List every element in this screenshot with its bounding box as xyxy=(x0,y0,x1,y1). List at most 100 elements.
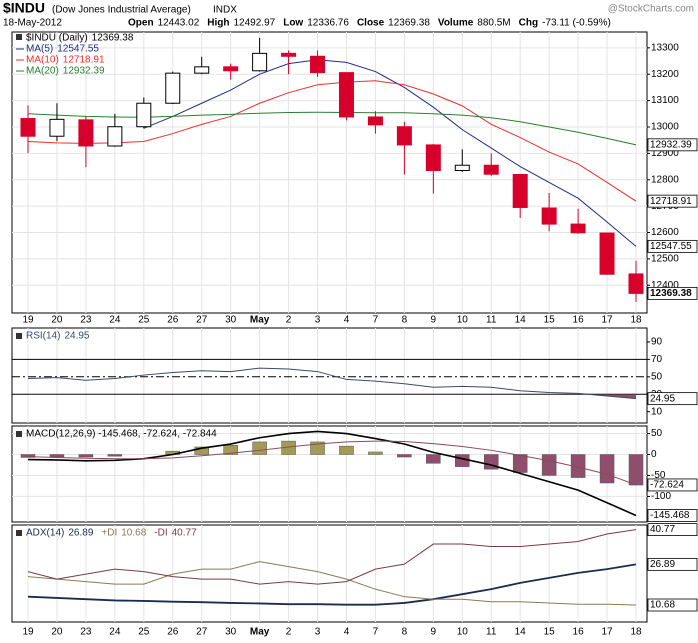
x-tick-label: 19 xyxy=(22,315,34,326)
x-tick-label: 26 xyxy=(167,315,179,326)
x-tick-label: 3 xyxy=(315,315,321,326)
x-tick-label: 9 xyxy=(431,315,437,326)
y-tick-label: 90 xyxy=(651,337,663,348)
value-tag: 26.89 xyxy=(650,559,675,570)
value-tag-box xyxy=(647,194,698,208)
value-tag-box xyxy=(647,478,698,492)
stat-label: Close xyxy=(357,18,385,29)
y-tick-label: -100 xyxy=(651,491,671,502)
histogram-bar xyxy=(397,454,412,458)
panel-frame xyxy=(11,425,648,523)
line xyxy=(27,563,637,606)
value-tag-box xyxy=(647,138,698,152)
histogram-bar xyxy=(194,446,209,455)
panel-frame xyxy=(11,524,648,623)
candle-body xyxy=(78,119,94,147)
legend-name: MA(20) xyxy=(26,66,59,77)
value-tag-box xyxy=(647,509,698,522)
stat-label: Volume xyxy=(438,18,474,29)
x-tick-label: 26 xyxy=(167,627,179,638)
candle-body xyxy=(396,126,412,146)
x-tick-label: 24 xyxy=(109,315,121,326)
histogram-bar xyxy=(455,454,470,467)
legend-value: 10.68 xyxy=(121,528,146,539)
stat-value: 12369.38 xyxy=(388,18,430,29)
panel-frame xyxy=(11,327,648,424)
histogram-bar xyxy=(628,454,644,486)
stat-value: 880.5M xyxy=(477,18,510,29)
stat-value: 12443.02 xyxy=(158,18,200,29)
x-tick-label: 3 xyxy=(315,627,321,638)
legend-name: MA(5) xyxy=(26,44,53,55)
line xyxy=(27,529,637,585)
histogram-bar xyxy=(541,454,557,476)
x-tick-label: 30 xyxy=(225,315,237,326)
y-tick-label: -50 xyxy=(651,470,666,481)
x-tick-label: 23 xyxy=(80,315,92,326)
value-tag: 12932.39 xyxy=(650,139,692,150)
x-tick-label: 18 xyxy=(630,627,642,638)
legend-title: $INDU (Daily) xyxy=(26,33,88,44)
x-tick-label: 16 xyxy=(573,315,585,326)
x-tick-label: 30 xyxy=(225,627,237,638)
legend-icon xyxy=(16,530,22,536)
candle-body xyxy=(512,173,528,208)
candle-body xyxy=(136,102,152,128)
candle-body xyxy=(310,55,326,74)
legend-value: 12932.39 xyxy=(63,66,105,77)
x-tick-label: 17 xyxy=(601,315,613,326)
value-tag-box xyxy=(647,239,698,253)
y-tick-label: 0 xyxy=(651,449,657,460)
x-tick-label: 8 xyxy=(402,315,408,326)
x-tick-label: 4 xyxy=(344,627,350,638)
legend-name: ADX(14) xyxy=(26,528,64,539)
x-tick-label: 27 xyxy=(196,627,208,638)
line xyxy=(143,59,637,247)
x-tick-label: 18 xyxy=(630,315,642,326)
y-tick-label: 10 xyxy=(651,406,663,417)
x-tick-label: 23 xyxy=(80,627,92,638)
value-tag: 10.68 xyxy=(650,600,675,611)
stat-value: -73.11 (-0.59%) xyxy=(542,18,611,29)
x-tick-label: 14 xyxy=(515,627,527,638)
x-tick-label: May xyxy=(250,315,270,326)
stat-label: Chg xyxy=(519,18,538,29)
y-tick-label: 13000 xyxy=(651,122,679,133)
candle-body xyxy=(49,118,65,137)
legend-value: 12718.91 xyxy=(63,55,105,66)
legend-icon xyxy=(16,333,22,339)
histogram-bar xyxy=(78,454,94,458)
candle-body xyxy=(483,164,499,175)
x-tick-label: 19 xyxy=(22,627,34,638)
symbol-name: (Dow Jones Industrial Average) xyxy=(52,5,191,16)
y-tick-label: 13300 xyxy=(651,42,679,53)
x-tick-label: 2 xyxy=(286,627,292,638)
exchange: INDX xyxy=(213,5,237,16)
y-tick-label: 12500 xyxy=(651,254,679,265)
y-tick-label: 50 xyxy=(651,428,663,439)
stat-value: 12492.97 xyxy=(234,18,276,29)
x-tick-label: 25 xyxy=(138,315,150,326)
y-tick-label: 13100 xyxy=(651,95,679,106)
x-tick-label: 9 xyxy=(431,627,437,638)
watermark: @StockCharts.com xyxy=(608,4,694,15)
stat-label: Low xyxy=(283,18,303,29)
histogram-bar xyxy=(368,451,383,455)
x-tick-label: 11 xyxy=(486,627,497,638)
x-tick-label: 25 xyxy=(138,627,150,638)
candle-body xyxy=(165,72,181,104)
legend-value: 40.77 xyxy=(172,528,197,539)
histogram-bar xyxy=(599,454,615,484)
stat-label: Open xyxy=(128,18,154,29)
legend-name: +DI xyxy=(101,528,117,539)
date: 18-May-2012 xyxy=(3,18,62,29)
legend-value: 26.89 xyxy=(68,528,93,539)
y-tick-label: 70 xyxy=(651,354,663,365)
histogram-bar xyxy=(339,445,354,455)
x-tick-label: 10 xyxy=(457,315,469,326)
candle-body xyxy=(223,66,239,72)
x-tick-label: 4 xyxy=(344,315,350,326)
stat-label: High xyxy=(207,18,229,29)
y-tick-label: 12800 xyxy=(651,174,679,185)
